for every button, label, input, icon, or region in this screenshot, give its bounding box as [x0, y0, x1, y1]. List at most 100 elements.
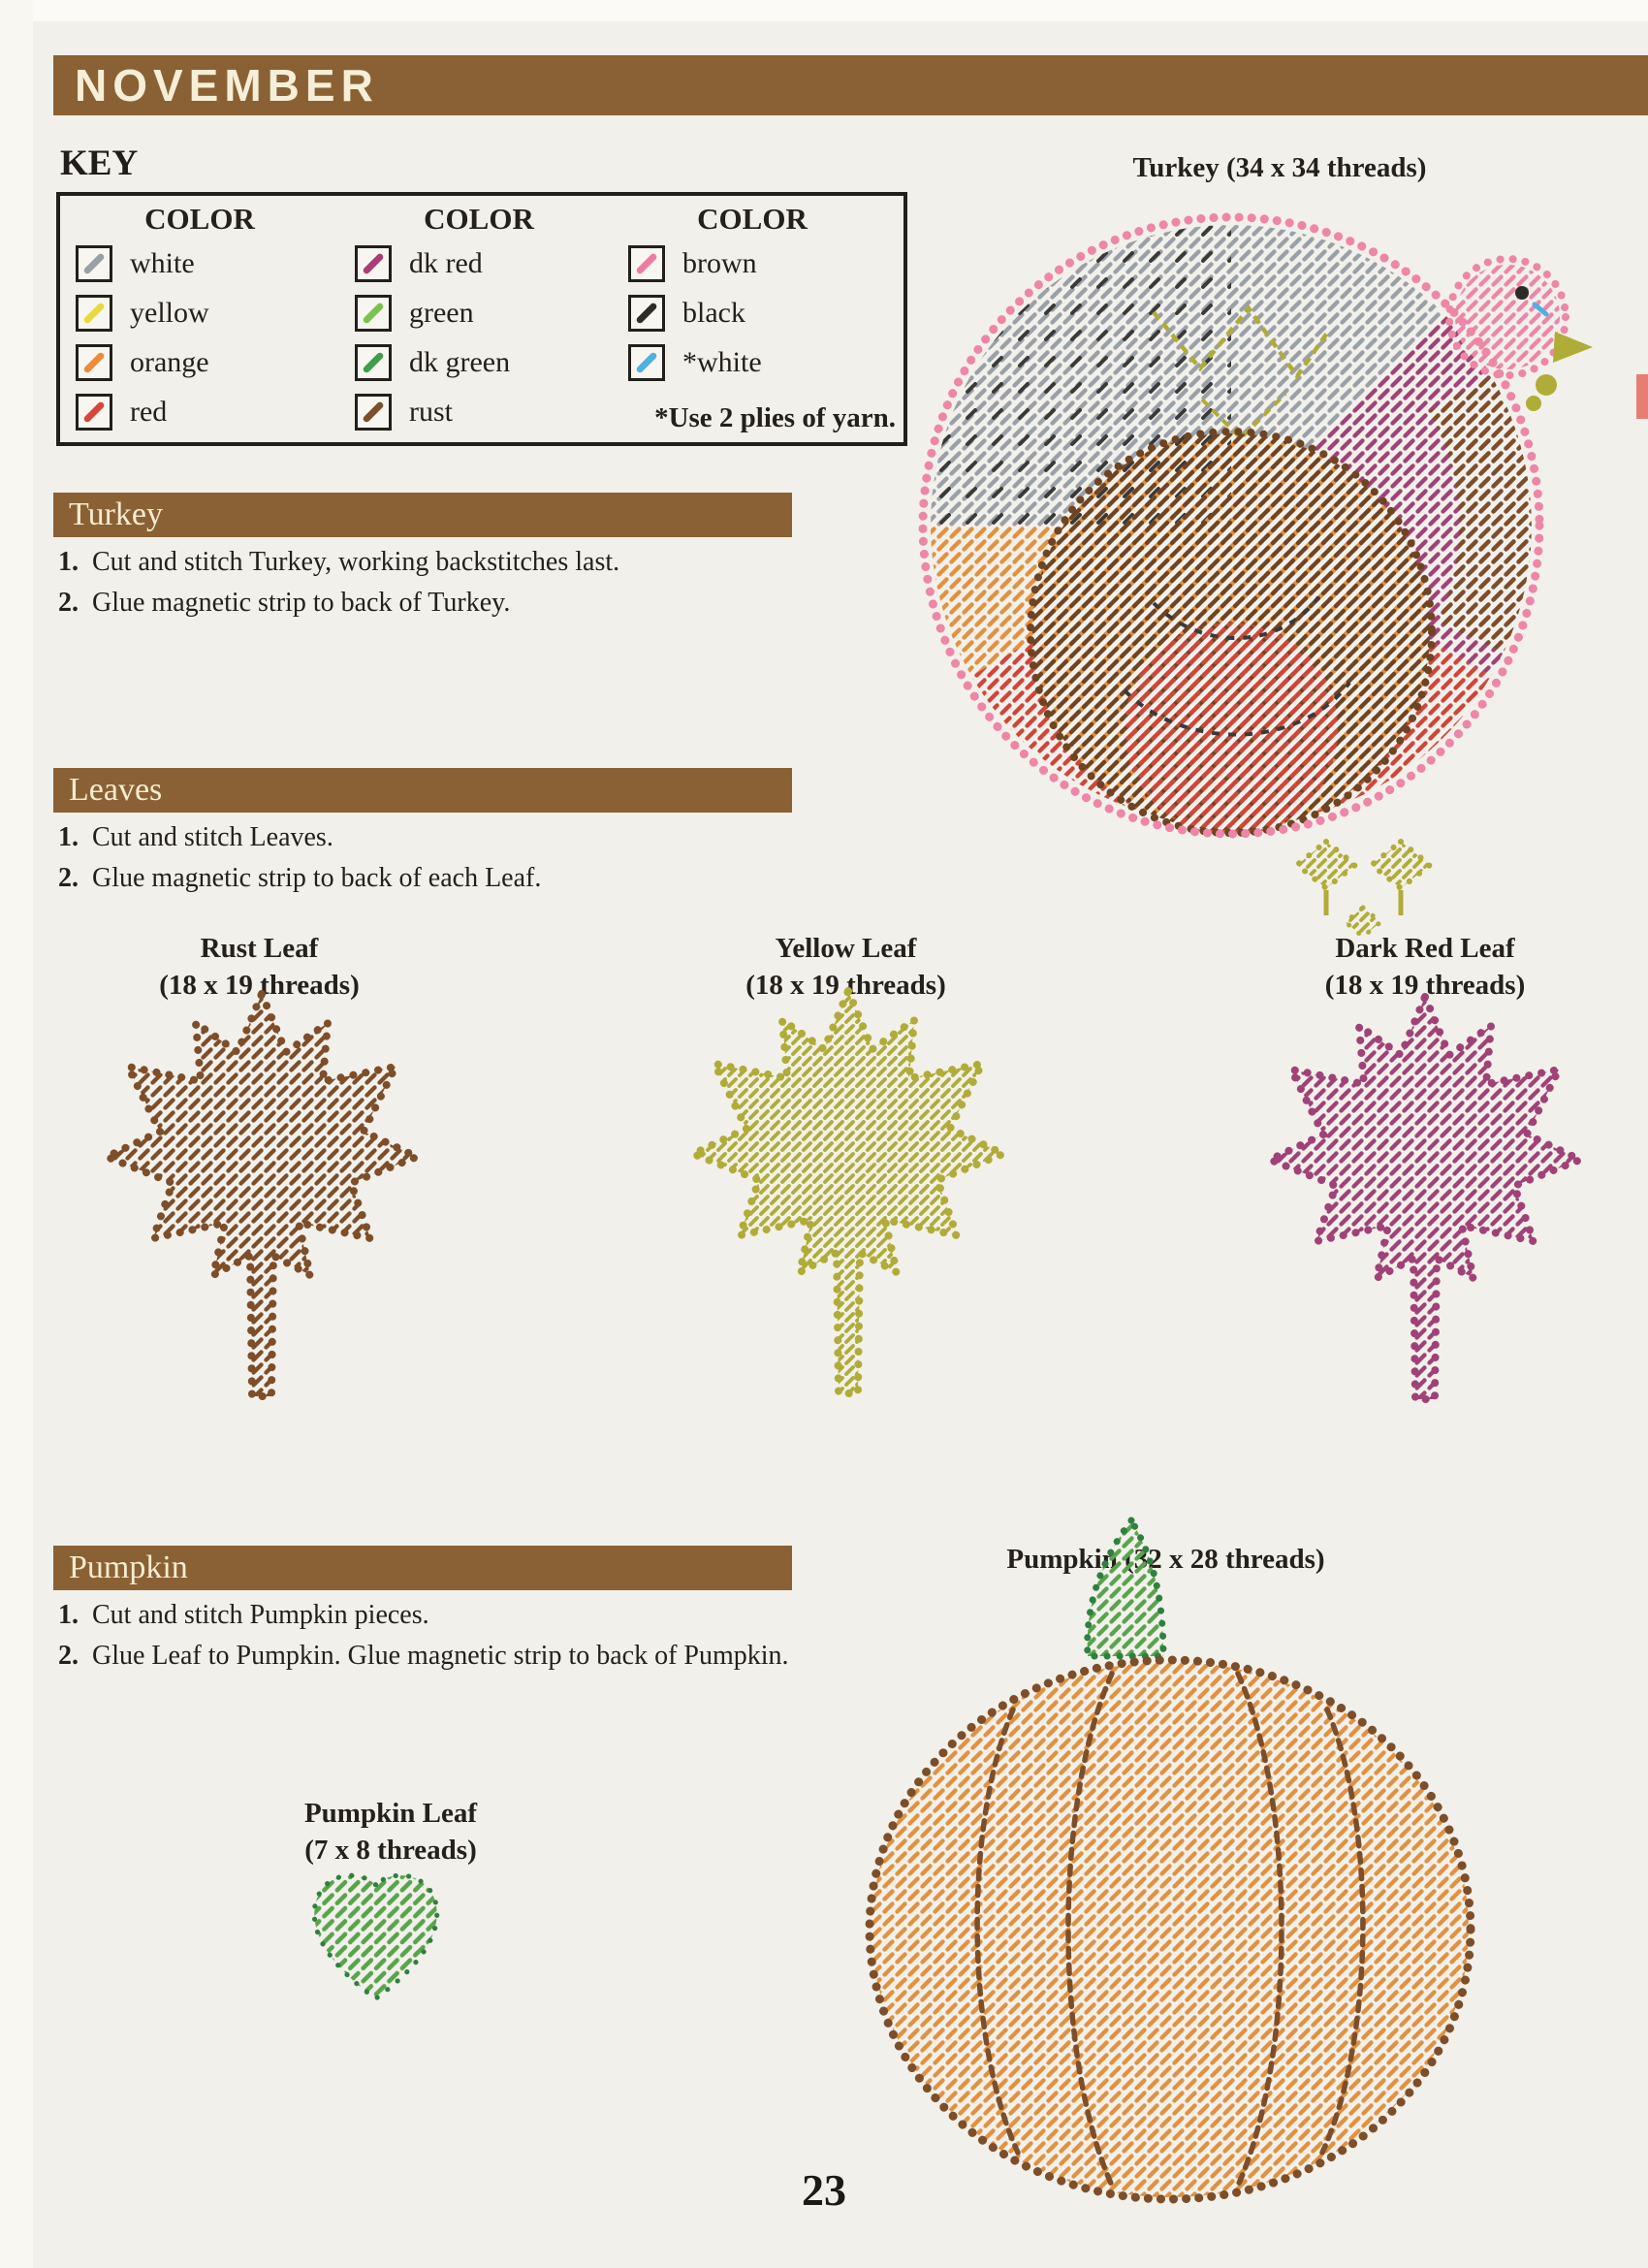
- rust-leaf-chart-label: Rust Leaf (18 x 19 threads): [92, 931, 427, 1004]
- section-bar-pumpkin: Pumpkin: [53, 1546, 792, 1590]
- key-entry-dk-red: dk red: [355, 239, 628, 288]
- step-number: 1.: [58, 822, 79, 852]
- key-entry-label: brown: [682, 246, 757, 279]
- page-number: 23: [802, 2165, 846, 2215]
- month-header-label: NOVEMBER: [75, 60, 379, 111]
- instruction-step: 1. Cut and stitch Leaves.: [58, 820, 797, 855]
- key-entry-label: rust: [409, 395, 453, 428]
- key-entry-white: white: [76, 239, 355, 288]
- stitch-symbol-icon: [363, 303, 384, 323]
- step-number: 2.: [58, 863, 79, 894]
- key-entry-2ply-white: *white: [628, 337, 890, 387]
- pumpkin-instructions: 1. Cut and stitch Pumpkin pieces. 2. Glue …: [58, 1598, 797, 1680]
- key-legend-box: COLOR white yellow orange red COLOR: [56, 192, 907, 446]
- section-bar-leaves: Leaves: [53, 768, 792, 813]
- stitch-swatch: [628, 244, 665, 282]
- page-edge-top: [0, 0, 1648, 21]
- stitch-swatch: [628, 343, 665, 381]
- chart-size: (7 x 8 threads): [304, 1834, 477, 1866]
- key-note: *Use 2 plies of yarn.: [654, 402, 896, 433]
- chart-name: Dark Red Leaf: [1335, 933, 1515, 964]
- key-entry-black: black: [628, 288, 890, 337]
- key-entry-label: orange: [130, 345, 209, 378]
- key-entry-dk-green: dk green: [355, 337, 628, 387]
- stitch-swatch: [76, 393, 112, 431]
- key-entry-label: green: [409, 296, 474, 329]
- key-entry-rust: rust: [355, 387, 628, 436]
- instruction-step: 2. Glue Leaf to Pumpkin. Glue magnetic st…: [58, 1639, 797, 1674]
- section-bar-turkey: Turkey: [53, 493, 792, 537]
- instruction-step: 2. Glue magnetic strip to back of Turkey.: [58, 586, 797, 621]
- key-column-header: COLOR: [424, 202, 534, 236]
- stitch-swatch: [355, 343, 392, 381]
- chart-name: Rust Leaf: [200, 933, 319, 964]
- stitch-symbol-icon: [83, 352, 105, 372]
- pumpkin-leaf-chart-label: Pumpkin Leaf (7 x 8 threads): [250, 1796, 531, 1869]
- stitch-swatch: [628, 294, 665, 332]
- key-entry-label: white: [130, 246, 195, 279]
- chart-name: Yellow Leaf: [775, 933, 917, 964]
- key-column-header: COLOR: [144, 202, 255, 236]
- step-number: 1.: [58, 1600, 79, 1630]
- instruction-step: 2. Glue magnetic strip to back of each Le…: [58, 861, 797, 896]
- instruction-step: 1. Cut and stitch Turkey, working backsti…: [58, 545, 797, 580]
- stitch-swatch: [76, 294, 112, 332]
- step-text: Cut and stitch Pumpkin pieces.: [92, 1600, 429, 1630]
- key-entry-green: green: [355, 288, 628, 337]
- key-column-1: COLOR white yellow orange red: [76, 202, 355, 438]
- stitch-swatch: [76, 244, 112, 282]
- stitch-symbol-icon: [83, 253, 105, 273]
- section-title: Leaves: [69, 772, 163, 808]
- pumpkin-stitch-chart: [865, 1514, 1475, 2204]
- step-number: 1.: [58, 547, 79, 577]
- pumpkin-chart-label: Pumpkin (32 x 28 threads): [1006, 1544, 1325, 1575]
- step-text: Glue magnetic strip to back of each Leaf…: [92, 863, 542, 894]
- key-entry-label: yellow: [130, 296, 209, 329]
- month-header-bar: NOVEMBER: [53, 55, 1648, 115]
- key-column-3: COLOR brown black *white *Use 2 plies of…: [628, 202, 896, 438]
- stitch-symbol-icon: [363, 401, 384, 422]
- step-text: Glue Leaf to Pumpkin. Glue magnetic stri…: [92, 1641, 789, 1672]
- step-text: Glue magnetic strip to back of Turkey.: [92, 588, 511, 619]
- key-entry-yellow: yellow: [76, 288, 355, 337]
- stitch-symbol-icon: [83, 303, 105, 323]
- key-entry-label: dk red: [409, 246, 483, 279]
- key-column-header: COLOR: [697, 202, 808, 236]
- chart-name: Pumpkin Leaf: [303, 1798, 478, 1829]
- section-title: Pumpkin: [69, 1549, 188, 1585]
- dark-red-leaf-chart-label: Dark Red Leaf (18 x 19 threads): [1251, 931, 1600, 1004]
- turkey-chart-label: Turkey (34 x 34 threads): [1132, 152, 1427, 183]
- page-edge-left: [0, 0, 33, 2268]
- section-title: Turkey: [69, 496, 163, 532]
- key-title: KEY: [60, 144, 139, 183]
- stitch-swatch: [355, 294, 392, 332]
- yellow-leaf-chart-label: Yellow Leaf (18 x 19 threads): [679, 931, 1013, 1004]
- stitch-symbol-icon: [83, 401, 105, 422]
- instruction-step: 1. Cut and stitch Pumpkin pieces.: [58, 1598, 797, 1633]
- key-entry-label: red: [130, 395, 168, 428]
- step-number: 2.: [58, 588, 79, 619]
- turkey-stitch-chart: [918, 212, 1593, 941]
- stitch-symbol-icon: [636, 253, 657, 273]
- key-entry-brown: brown: [628, 239, 890, 288]
- key-column-2: COLOR dk red green dk green rust: [355, 202, 628, 438]
- stitch-symbol-icon: [363, 253, 384, 273]
- step-text: Cut and stitch Turkey, working backstitc…: [92, 547, 620, 577]
- leaves-instructions: 1. Cut and stitch Leaves. 2. Glue magnetic…: [58, 820, 797, 903]
- yellow-leaf-stitch-chart: [674, 981, 1023, 1398]
- stitch-swatch: [355, 244, 392, 282]
- dark-red-leaf-stitch-chart: [1251, 987, 1600, 1404]
- key-entry-red: red: [76, 387, 355, 436]
- stitch-swatch: [76, 343, 112, 381]
- key-entry-label: *white: [682, 345, 762, 378]
- step-number: 2.: [58, 1641, 79, 1672]
- key-entry-orange: orange: [76, 337, 355, 387]
- stitch-symbol-icon: [636, 303, 657, 323]
- stitch-symbol-icon: [363, 352, 384, 372]
- turkey-instructions: 1. Cut and stitch Turkey, working backsti…: [58, 545, 797, 627]
- page-edge-bleed-mark: [1636, 374, 1648, 419]
- stitch-symbol-icon: [636, 352, 657, 372]
- stitch-swatch: [355, 393, 392, 431]
- pumpkin-leaf-stitch-chart: [311, 1872, 440, 2002]
